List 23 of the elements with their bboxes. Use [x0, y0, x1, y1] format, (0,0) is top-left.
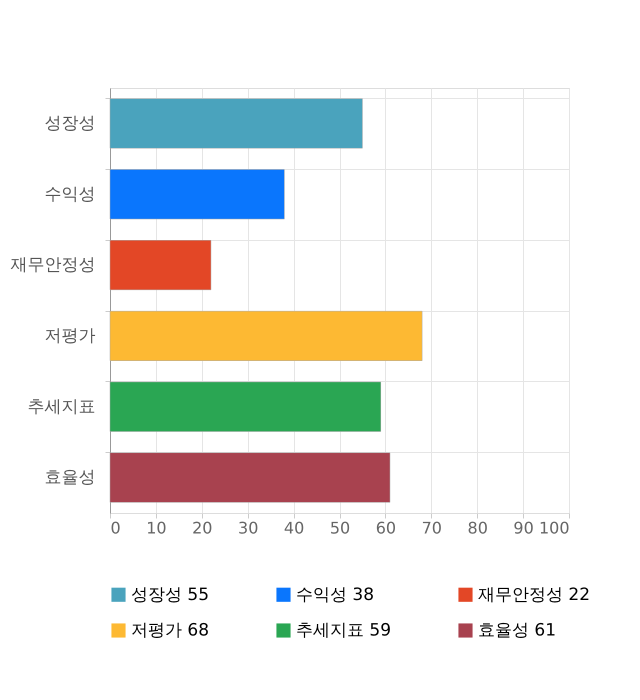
x-tick-label: 10 — [146, 518, 167, 538]
x-tick-label: 60 — [376, 518, 396, 538]
y-tick-label: 효율성 — [44, 468, 96, 488]
y-tick-label: 추세지표 — [28, 396, 96, 417]
x-tick-label: 90 — [513, 518, 534, 538]
y-tick-label: 성장성 — [44, 113, 96, 134]
x-tick-label: 80 — [468, 518, 488, 538]
x-tick-label: 20 — [192, 518, 212, 538]
x-tick-label: 30 — [238, 518, 258, 538]
y-tick-label: 재무안정성 — [10, 255, 96, 276]
y-tick-label: 저평가 — [44, 326, 96, 346]
legend-label: 성장성 55 — [131, 584, 210, 605]
legend-label: 효율성 61 — [478, 620, 556, 640]
legend-label: 수익성 38 — [296, 584, 374, 605]
x-tick-label: 70 — [422, 518, 442, 538]
y-tick-label: 수익성 — [44, 184, 96, 204]
x-tick-label: 50 — [330, 518, 350, 538]
legend-label: 저평가 68 — [131, 620, 210, 640]
legend-label: 재무안정성 22 — [478, 584, 590, 605]
x-tick-label: 0 — [110, 518, 121, 538]
x-tick-label: 40 — [284, 518, 304, 538]
legend-label: 추세지표 59 — [296, 620, 392, 640]
x-tick-label: 100 — [538, 518, 570, 538]
